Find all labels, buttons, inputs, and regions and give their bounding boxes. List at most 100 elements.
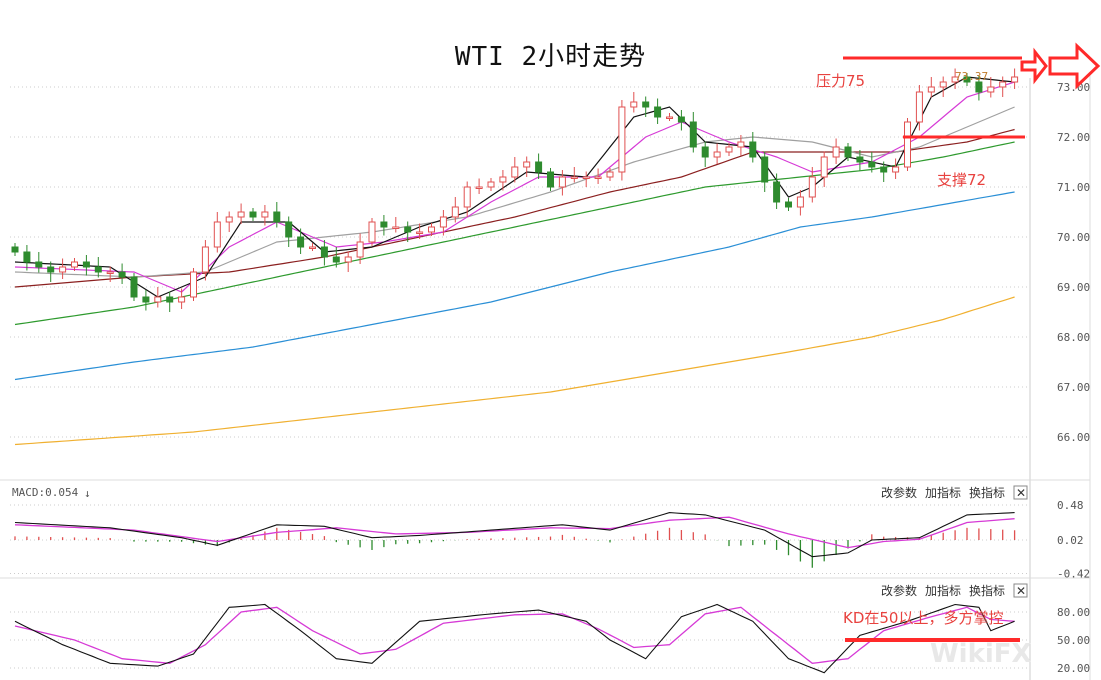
macd-change-params-button[interactable]: 改参数	[881, 485, 917, 500]
candle-body	[927, 86, 935, 93]
candle-body	[237, 211, 245, 218]
candle-down	[701, 141, 709, 167]
candle-body	[142, 296, 150, 303]
candle-down	[35, 252, 43, 273]
candle-body	[451, 206, 459, 218]
candle-down	[320, 240, 328, 266]
candle-body	[749, 141, 757, 158]
candle-body	[630, 101, 638, 108]
candle-up	[439, 210, 447, 236]
candle-down	[689, 112, 697, 153]
kd-change-params-button[interactable]: 改参数	[881, 583, 917, 598]
candle-down	[82, 255, 90, 276]
candle-body	[558, 176, 566, 188]
kd-switch-indicator-button[interactable]: 换指标	[969, 583, 1005, 598]
candle-body	[166, 296, 174, 303]
candle-body	[35, 261, 43, 268]
candle-down	[23, 245, 31, 271]
candle-body	[201, 246, 209, 273]
last-price-label: 73.37	[955, 70, 988, 83]
candle-body	[915, 91, 923, 123]
candle-body	[689, 121, 697, 148]
candle-down	[166, 291, 174, 312]
candle-body	[309, 246, 316, 249]
support-label: 支撑72	[937, 171, 986, 189]
macd-close-button[interactable]	[1013, 485, 1028, 500]
candle-up	[475, 178, 483, 194]
macd-tick-label: 0.48	[1057, 499, 1084, 512]
candle-body	[570, 176, 578, 179]
resistance-label: 压力75	[816, 72, 865, 90]
candle-body	[618, 106, 626, 173]
candle-down	[94, 257, 102, 278]
candle-body	[463, 186, 471, 208]
candle-body	[654, 106, 662, 118]
candle-down	[868, 152, 876, 173]
price-tick-label: 67.00	[1057, 381, 1090, 394]
candle-up	[832, 138, 840, 164]
candle-body	[404, 226, 412, 233]
candle-down	[535, 153, 543, 179]
candle-body	[297, 236, 305, 248]
candle-body	[547, 171, 554, 188]
price-tick-label: 72.00	[1057, 131, 1090, 144]
candle-up	[344, 251, 352, 272]
candle-body	[904, 121, 911, 168]
candle-body	[190, 271, 197, 298]
candle-body	[951, 76, 959, 83]
candle-down	[677, 110, 685, 131]
candle-up	[582, 171, 590, 187]
candle-down	[880, 161, 888, 182]
candle-up	[594, 168, 602, 184]
candle-up	[309, 243, 316, 251]
kd-tick-label: 80.00	[1057, 606, 1090, 619]
candle-up	[368, 218, 376, 246]
price-tick-label: 71.00	[1057, 181, 1090, 194]
candle-body	[332, 256, 340, 263]
kd-close-button[interactable]	[1013, 583, 1028, 598]
candle-body	[380, 221, 388, 228]
candle-up	[951, 68, 959, 89]
macd-dea-line	[14, 516, 1015, 549]
candle-body	[71, 261, 78, 268]
candle-down	[975, 75, 983, 101]
candle-up	[225, 211, 233, 232]
candle-down	[130, 273, 138, 301]
candle-body	[428, 226, 435, 233]
candle-body	[785, 201, 792, 208]
candle-down	[773, 173, 781, 209]
ma-line-ma-gray	[14, 106, 1015, 278]
candle-body	[761, 156, 769, 183]
candle-down	[761, 151, 769, 192]
candle-body	[511, 166, 519, 178]
candle-up	[820, 151, 828, 187]
candle-body	[999, 81, 1007, 88]
macd-add-indicator-button[interactable]: 加指标	[925, 485, 961, 500]
kd-add-indicator-button[interactable]: 加指标	[925, 583, 961, 598]
candle-body	[737, 141, 745, 148]
candle-up	[416, 223, 424, 239]
candle-down	[11, 243, 19, 256]
candle-body	[154, 296, 162, 303]
macd-switch-indicator-button[interactable]: 换指标	[969, 485, 1005, 500]
candle-down	[654, 98, 662, 124]
candle-body	[11, 246, 19, 253]
candle-body	[523, 161, 531, 168]
candle-body	[23, 251, 31, 263]
candle-body	[344, 256, 352, 263]
candle-body	[47, 266, 55, 273]
candle-body	[892, 166, 900, 173]
candle-body	[356, 241, 364, 258]
candle-body	[261, 211, 269, 218]
arrow-right-icon	[1048, 42, 1101, 90]
ma-line-ma-blue	[14, 191, 1015, 381]
price-tick-label: 66.00	[1057, 431, 1090, 444]
candle-up	[428, 223, 435, 236]
price-tick-label: 70.00	[1057, 231, 1090, 244]
macd-label: MACD:0.054	[12, 486, 79, 499]
candle-body	[773, 181, 781, 203]
candle-body	[249, 211, 257, 218]
ma-line-ma-orange	[14, 296, 1015, 446]
candle-up	[356, 233, 364, 264]
